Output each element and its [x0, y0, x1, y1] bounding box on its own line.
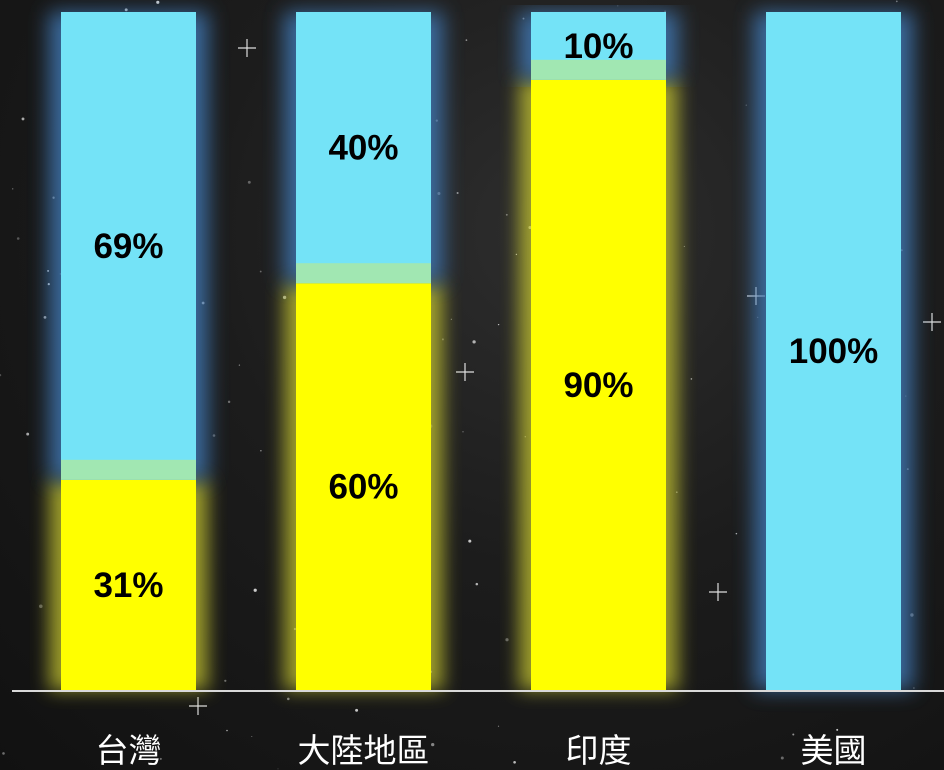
star-dot — [39, 604, 43, 609]
star-dot — [465, 39, 468, 41]
bars-layer — [61, 12, 901, 691]
data-label: 31% — [93, 566, 163, 605]
star-dot — [617, 5, 619, 7]
star-dot — [513, 760, 516, 764]
data-label: 100% — [789, 332, 879, 371]
star-dot — [47, 269, 50, 272]
data-label: 10% — [563, 27, 633, 66]
star-dot — [124, 8, 128, 12]
star-dot — [355, 708, 359, 712]
data-label: 60% — [328, 468, 398, 507]
data-label: 69% — [93, 227, 163, 266]
star-dot — [664, 10, 666, 12]
star-dot — [472, 340, 476, 344]
category-label: 大陸地區 — [298, 731, 430, 770]
sparkle-star — [709, 583, 727, 601]
bar-segment — [296, 283, 431, 690]
bar-segment — [61, 12, 196, 480]
sparkle-star — [238, 39, 256, 57]
star-dot — [227, 400, 231, 404]
star-dot — [251, 735, 253, 738]
category-label: 台灣 — [96, 731, 162, 770]
star-dot — [450, 318, 452, 320]
star-dot — [792, 733, 795, 736]
star-dot — [745, 104, 748, 106]
sparkle-star — [923, 313, 941, 331]
data-labels-layer: 31% 69% 60% 40% 90% 10% 100% — [93, 27, 878, 605]
star-dot — [224, 679, 227, 682]
bar-segment — [531, 79, 666, 691]
segment-blend — [531, 59, 666, 80]
star-dot — [156, 0, 160, 4]
bar-segment — [766, 12, 901, 690]
category-label: 美國 — [801, 731, 867, 770]
star-dot — [259, 270, 262, 273]
sparkle-star — [189, 697, 207, 715]
bar-segment — [296, 12, 431, 284]
data-label: 90% — [563, 366, 633, 405]
star-dot — [475, 582, 479, 586]
star-dot — [690, 378, 693, 380]
star-dot — [2, 752, 5, 755]
star-dot — [431, 742, 435, 747]
star-dot — [287, 697, 290, 701]
bar-segment — [61, 479, 196, 690]
star-dot — [780, 756, 784, 760]
star-dot — [26, 432, 30, 436]
star-dot — [226, 729, 228, 732]
star-dot — [462, 431, 464, 433]
segment-blend — [61, 459, 196, 480]
data-label: 40% — [328, 129, 398, 168]
star-dot — [12, 188, 14, 190]
star-dot — [16, 237, 20, 240]
star-dot — [683, 245, 685, 247]
star-dot — [277, 768, 279, 770]
category-label: 印度 — [566, 731, 632, 770]
star-dot — [21, 117, 25, 121]
star-dot — [456, 191, 459, 195]
star-dot — [497, 725, 500, 727]
star-dot — [895, 0, 898, 3]
star-dot — [735, 532, 738, 535]
star-dot — [913, 687, 915, 689]
star-dot — [515, 253, 518, 256]
star-dot — [253, 588, 257, 592]
star-dot — [43, 316, 47, 319]
sparkle-star — [456, 363, 474, 381]
star-dot — [468, 539, 472, 543]
star-dot — [836, 728, 839, 731]
star-dot — [212, 434, 216, 437]
segment-blend — [296, 263, 431, 284]
star-dot — [505, 213, 508, 216]
star-dot — [497, 323, 500, 326]
star-dot — [238, 364, 241, 366]
star-dot — [260, 450, 262, 452]
star-dot — [159, 757, 162, 760]
star-dot — [505, 638, 509, 642]
star-dot — [247, 180, 251, 184]
star-dot — [0, 374, 2, 377]
category-labels-layer: 台灣 大陸地區 印度 美國 — [96, 731, 867, 770]
